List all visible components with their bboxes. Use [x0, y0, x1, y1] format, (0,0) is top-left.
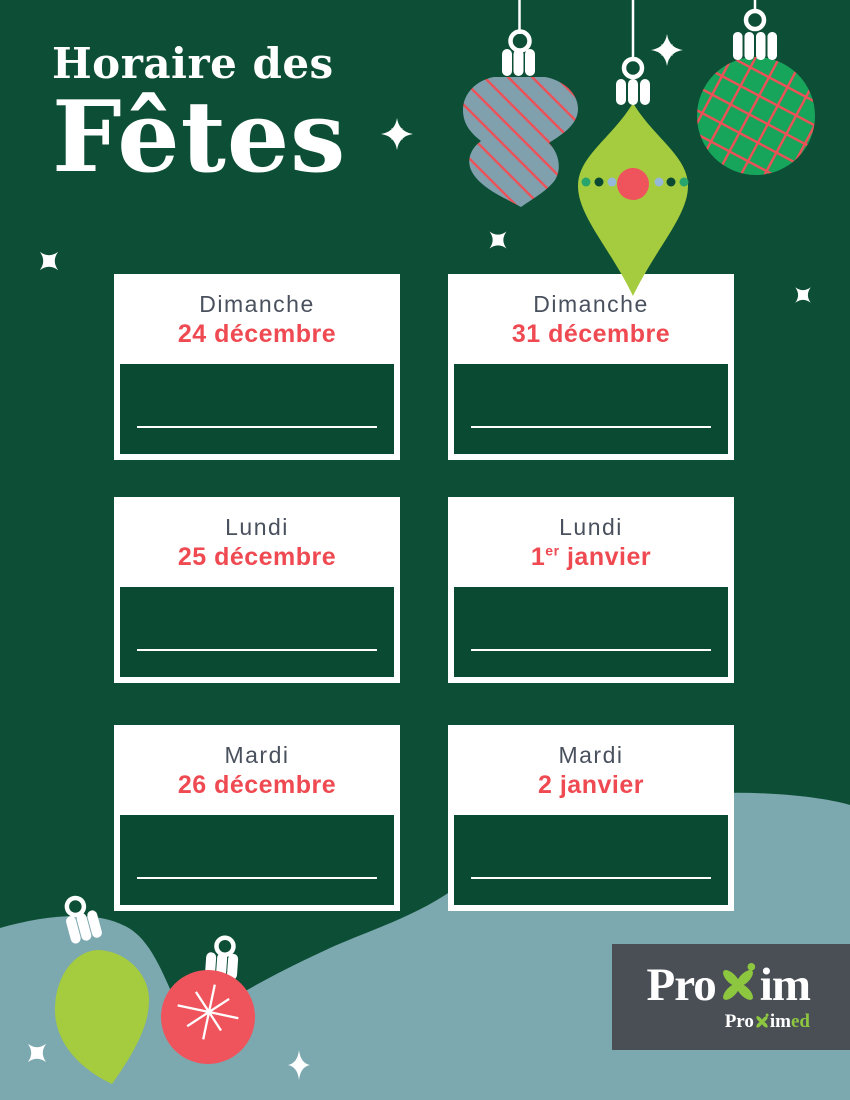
- card-day-label: Dimanche: [533, 291, 649, 317]
- proxim-logo-box: Pro im Pro: [612, 944, 850, 1050]
- card-hours-area: [454, 815, 728, 905]
- schedule-card-jan2: Mardi 2 janvier: [448, 725, 734, 911]
- sub-text-pre: Pro: [724, 1011, 754, 1032]
- card-day-label: Mardi: [224, 742, 290, 768]
- sparkle-star-icon: [381, 118, 413, 150]
- proxim-logo: Pro im: [612, 944, 850, 1011]
- sparkle-star-icon: [651, 34, 683, 66]
- sparkle-x-icon: [18, 1034, 56, 1072]
- card-hours-area: [454, 364, 728, 454]
- hours-write-line: [137, 649, 377, 651]
- hours-write-line: [137, 877, 377, 879]
- snowflake-icon: [177, 984, 239, 1040]
- schedule-card-dec24: Dimanche 24 décembre: [114, 274, 400, 460]
- sparkle-x-icon: [787, 279, 819, 311]
- card-date-label: 31 décembre: [511, 320, 671, 348]
- card-hours-area: [120, 364, 394, 454]
- schedule-card-dec25: Lundi 25 décembre: [114, 497, 400, 683]
- plaid-ball-ornament-icon: [697, 0, 815, 175]
- page-title: Horaire des Fêtes: [52, 38, 347, 195]
- card-date-label: 26 décembre: [177, 771, 337, 799]
- sparkle-x-icon: [30, 242, 68, 280]
- card-date-label: 1er janvier: [530, 542, 652, 571]
- hours-write-line: [471, 649, 711, 651]
- sub-text-mid: im: [769, 1011, 791, 1032]
- card-hours-area: [454, 587, 728, 677]
- card-day-label: Lundi: [225, 514, 289, 540]
- red-ball-ornament-icon: [161, 935, 255, 1064]
- lime-drop-ornament-icon: [578, 0, 689, 296]
- schedule-card-dec31: Dimanche 31 décembre: [448, 274, 734, 460]
- logo-text-post: im: [759, 959, 811, 1011]
- sparkle-star-icon: [288, 1050, 310, 1080]
- title-line-2: Fêtes: [52, 80, 347, 195]
- card-day-label: Lundi: [559, 514, 623, 540]
- title-line-1: Horaire des: [52, 39, 334, 88]
- striped-ornament-icon: [463, 0, 578, 207]
- proxim-leaf-x-icon: [722, 963, 755, 1000]
- hours-write-line: [471, 877, 711, 879]
- lime-teardrop-ornament-icon: [54, 895, 150, 1084]
- sparkle-x-icon: [481, 223, 515, 257]
- hours-write-line: [471, 426, 711, 428]
- hours-write-line: [137, 426, 377, 428]
- sub-text-post: ed: [791, 1011, 810, 1032]
- card-date-label: 24 décembre: [177, 320, 337, 348]
- proximed-leaf-x-icon: [756, 1013, 769, 1028]
- schedule-card-jan1: Lundi 1er janvier: [448, 497, 734, 683]
- card-date-label: 2 janvier: [538, 771, 644, 799]
- card-day-label: Dimanche: [199, 291, 315, 317]
- logo-text-pre: Pro: [646, 959, 717, 1011]
- card-hours-area: [120, 587, 394, 677]
- card-hours-area: [120, 815, 394, 905]
- schedule-card-dec26: Mardi 26 décembre: [114, 725, 400, 911]
- card-day-label: Mardi: [558, 742, 624, 768]
- card-date-label: 25 décembre: [177, 543, 337, 571]
